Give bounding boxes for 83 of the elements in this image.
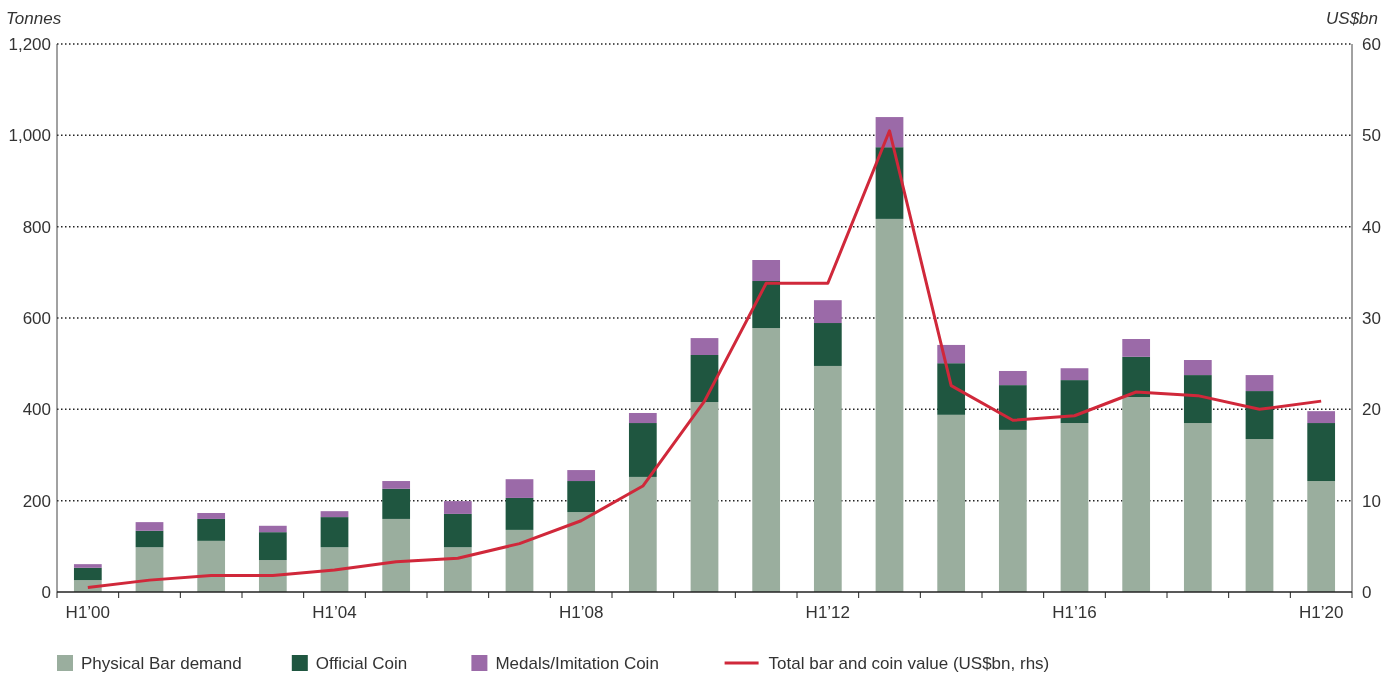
bar	[197, 540, 226, 592]
y-tick-label: 0	[41, 583, 51, 602]
bar	[1307, 411, 1336, 424]
bar	[813, 323, 842, 366]
bar	[813, 365, 842, 592]
y2-tick-label: 20	[1362, 400, 1381, 420]
bar	[73, 567, 102, 581]
y-tick-label: 400	[22, 400, 51, 420]
bar	[937, 363, 966, 415]
y-tick-label: 800	[22, 217, 51, 237]
line-series	[86, 129, 1323, 589]
bar	[1307, 481, 1336, 592]
bar	[505, 479, 534, 498]
bar	[382, 488, 411, 519]
bar	[567, 470, 596, 482]
bar	[505, 497, 534, 530]
bar	[1183, 360, 1212, 376]
bar	[320, 517, 349, 548]
bar	[690, 354, 719, 403]
bar	[443, 547, 472, 592]
x-tick-label: H1’16	[1052, 603, 1097, 622]
bar	[73, 564, 102, 568]
bar	[752, 281, 781, 329]
bar	[998, 429, 1027, 592]
bar	[1245, 375, 1274, 392]
y2-tick-label: 50	[1362, 126, 1381, 146]
bar	[197, 513, 226, 519]
y2-tick-label: 60	[1362, 35, 1381, 54]
bar	[1245, 439, 1274, 592]
bar	[443, 513, 472, 548]
bar	[258, 525, 287, 533]
legend-label: Total bar and coin value (US$bn, rhs)	[768, 654, 1050, 673]
y-tick-label: 1,000	[8, 126, 51, 146]
bar	[690, 338, 719, 355]
bar	[382, 481, 411, 489]
x-tick-label: H1’08	[558, 603, 604, 622]
x-tick-label: H1’04	[312, 603, 357, 622]
bar	[628, 412, 657, 424]
bar	[752, 328, 781, 592]
bar	[1060, 423, 1089, 592]
bar	[1122, 339, 1151, 357]
bar	[1060, 368, 1089, 381]
bar	[690, 402, 719, 592]
bar	[1245, 391, 1274, 440]
x-tick-label: H1’00	[65, 603, 111, 622]
bar	[875, 218, 904, 592]
x-tick-label: H1’20	[1298, 603, 1344, 622]
bar	[752, 260, 781, 282]
bar	[567, 481, 596, 513]
bar	[628, 476, 657, 592]
bar	[937, 414, 966, 592]
bar	[998, 385, 1027, 430]
x-tick-label: H1’12	[805, 603, 851, 622]
y-axis-title: Tonnes	[6, 9, 62, 28]
bar	[135, 530, 164, 548]
bar	[1183, 423, 1212, 592]
bar	[320, 511, 349, 518]
bar	[1307, 423, 1336, 482]
y-tick-label: 600	[22, 309, 51, 328]
bar	[1183, 375, 1212, 424]
bar	[505, 529, 534, 592]
bar	[382, 518, 411, 592]
bar	[1060, 380, 1089, 424]
y2-axis-title: US$bn	[1326, 9, 1378, 28]
legend-label: Official Coin	[315, 654, 408, 673]
y2-tick-label: 0	[1362, 583, 1372, 602]
bar	[197, 518, 226, 541]
y-tick-label: 200	[22, 491, 51, 511]
y2-tick-label: 30	[1362, 309, 1381, 328]
y-tick-label: 1,200	[8, 35, 51, 54]
bar	[258, 532, 287, 561]
bar	[567, 512, 596, 592]
bar	[1122, 397, 1151, 592]
bar	[813, 300, 842, 324]
bar	[135, 522, 164, 531]
bar	[998, 370, 1027, 386]
legend-label: Medals/Imitation Coin	[495, 654, 659, 673]
y2-tick-label: 10	[1362, 491, 1381, 511]
bar	[1122, 356, 1151, 397]
bar	[443, 501, 472, 514]
legend-label: Physical Bar demand	[81, 654, 242, 673]
y2-tick-label: 40	[1362, 217, 1381, 237]
bar	[628, 423, 657, 477]
